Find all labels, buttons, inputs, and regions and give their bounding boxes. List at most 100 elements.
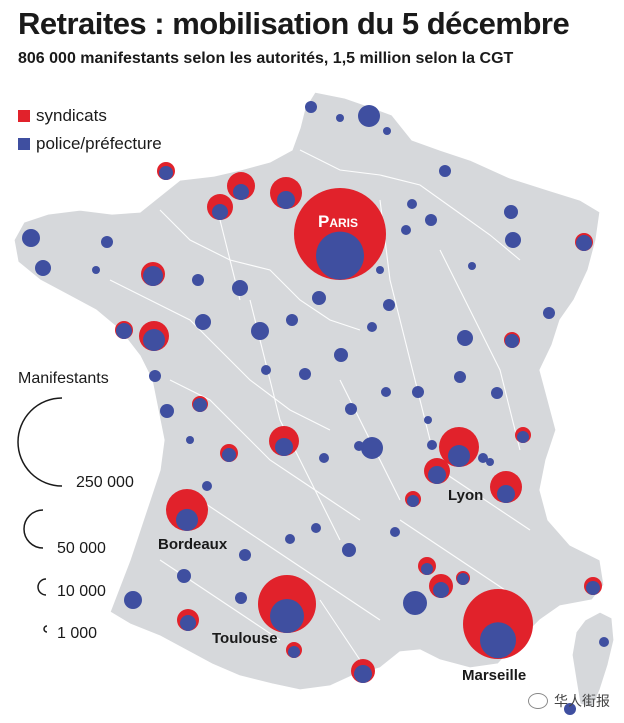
- legend-label-syndicats: syndicats: [36, 106, 107, 125]
- bubble-police: [311, 523, 321, 533]
- city-label-marseille: Marseille: [462, 667, 526, 684]
- bubble-police: [277, 191, 295, 209]
- bubble-police: [403, 591, 427, 615]
- bubble-police: [143, 329, 165, 351]
- bubble-police: [235, 592, 247, 604]
- bubble-police: [497, 485, 515, 503]
- size-legend-title: Manifestants: [18, 370, 109, 387]
- bubble-police: [35, 260, 51, 276]
- bubble-police: [407, 495, 419, 507]
- bubble-police: [480, 622, 516, 659]
- watermark: 华人街报: [528, 691, 610, 711]
- bubble-police: [159, 166, 173, 180]
- bubble-police: [143, 266, 163, 286]
- bubble-police: [361, 437, 383, 459]
- bubble-police: [270, 599, 304, 633]
- size-legend-label-250000: 250 000: [76, 474, 134, 491]
- bubble-police: [517, 431, 529, 443]
- bubble-police: [599, 637, 609, 647]
- bubble-police: [367, 322, 377, 332]
- legend-swatch-syndicats: [18, 110, 30, 122]
- bubble-police: [421, 563, 433, 575]
- bubble-police: [504, 205, 518, 219]
- bubble-police: [505, 232, 521, 248]
- bubble-police: [149, 370, 161, 382]
- bubble-police: [176, 508, 198, 531]
- bubble-police: [124, 591, 142, 609]
- bubble-police: [251, 322, 269, 340]
- bubble-police: [202, 481, 212, 491]
- legend-item-police: police/préfecture: [18, 134, 162, 154]
- bubble-police: [92, 266, 100, 274]
- bubble-police: [468, 262, 476, 270]
- legend-swatch-police: [18, 138, 30, 150]
- wechat-icon: [528, 693, 548, 709]
- bubble-police: [383, 299, 395, 311]
- bubble-police: [576, 235, 592, 251]
- size-legend: 250 000 50 000 10 000 1 000: [17, 397, 134, 642]
- corsica: [571, 611, 615, 709]
- bubble-police: [233, 184, 249, 200]
- bubble-police: [22, 229, 40, 247]
- bubble-police: [454, 371, 466, 383]
- bubble-police: [412, 386, 424, 398]
- bubble-police: [285, 534, 295, 544]
- bubble-police: [354, 665, 372, 683]
- size-legend-label-10000: 10 000: [57, 583, 106, 600]
- bubble-police: [177, 569, 191, 583]
- bubble-police: [457, 330, 473, 346]
- bubble-police: [286, 314, 298, 326]
- bubble-police: [193, 398, 207, 412]
- bubble-police: [390, 527, 400, 537]
- bubble-police: [116, 323, 132, 339]
- bubble-police: [180, 615, 196, 631]
- bubble-police: [486, 458, 494, 466]
- bubble-police: [505, 334, 519, 348]
- size-legend-circle-50000: [23, 509, 44, 549]
- city-label-paris: Paris: [318, 212, 358, 231]
- watermark-text: 华人街报: [554, 693, 610, 709]
- size-legend-circle-1000: [43, 625, 48, 633]
- bubble-police: [342, 543, 356, 557]
- bubble-police: [195, 314, 211, 330]
- bubble-police: [564, 703, 576, 715]
- bubble-police: [261, 365, 271, 375]
- bubble-police: [428, 466, 446, 484]
- map-title: Retraites : mobilisation du 5 décembre: [18, 6, 570, 41]
- legend-label-police: police/préfecture: [36, 134, 162, 153]
- map-subtitle: 806 000 manifestants selon les autorités…: [18, 50, 514, 67]
- bubble-police: [192, 274, 204, 286]
- bubble-police: [275, 438, 293, 456]
- bubble-police: [478, 453, 488, 463]
- bubble-police: [336, 114, 344, 122]
- bubble-police: [439, 165, 451, 177]
- bubble-police: [427, 440, 437, 450]
- bubble-police: [334, 348, 348, 362]
- legend-item-syndicats: syndicats: [18, 106, 107, 126]
- bubble-police: [316, 231, 364, 280]
- bubble-police: [345, 403, 357, 415]
- bubble-police: [312, 291, 326, 305]
- bubble-police: [212, 204, 228, 220]
- bubble-police: [543, 307, 555, 319]
- size-legend-label-50000: 50 000: [57, 540, 106, 557]
- bubble-police: [358, 105, 380, 127]
- size-legend-circle-250000: [17, 397, 63, 487]
- bubble-police: [383, 127, 391, 135]
- size-legend-circle-10000: [37, 578, 47, 596]
- bubble-police: [239, 549, 251, 561]
- city-label-bordeaux: Bordeaux: [158, 536, 228, 553]
- demonstration-bubbles: [22, 101, 609, 715]
- bubble-police: [186, 436, 194, 444]
- bubble-police: [425, 214, 437, 226]
- size-legend-label-1000: 1 000: [57, 625, 97, 642]
- bubble-police: [354, 441, 364, 451]
- bubble-police: [305, 101, 317, 113]
- bubble-police: [491, 387, 503, 399]
- bubble-police: [101, 236, 113, 248]
- bubble-police: [433, 582, 449, 598]
- bubble-police: [381, 387, 391, 397]
- bubble-police: [457, 573, 469, 585]
- bubble-police: [299, 368, 311, 380]
